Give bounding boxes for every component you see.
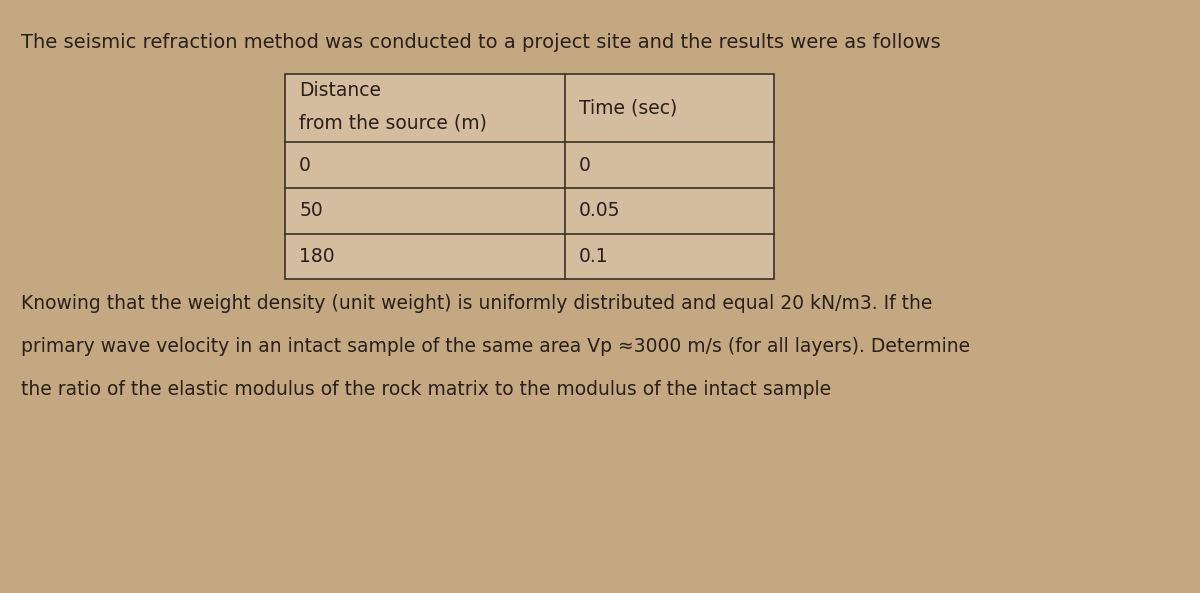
Text: Distance: Distance <box>299 81 382 100</box>
Text: Time (sec): Time (sec) <box>578 98 677 118</box>
Text: primary wave velocity in an intact sample of the same area Vp ≈3000 m/s (for all: primary wave velocity in an intact sampl… <box>20 337 970 356</box>
Text: from the source (m): from the source (m) <box>299 114 487 133</box>
Text: the ratio of the elastic modulus of the rock matrix to the modulus of the intact: the ratio of the elastic modulus of the … <box>20 380 832 398</box>
Text: 180: 180 <box>299 247 335 266</box>
Text: 50: 50 <box>299 201 323 221</box>
Text: 0: 0 <box>299 155 311 175</box>
Bar <box>286 74 774 279</box>
Text: The seismic refraction method was conducted to a project site and the results we: The seismic refraction method was conduc… <box>20 33 941 52</box>
Text: 0: 0 <box>578 155 590 175</box>
Text: 0.1: 0.1 <box>578 247 608 266</box>
Text: 0.05: 0.05 <box>578 201 620 221</box>
Text: Knowing that the weight density (unit weight) is uniformly distributed and equal: Knowing that the weight density (unit we… <box>20 294 932 313</box>
Bar <box>286 74 774 279</box>
